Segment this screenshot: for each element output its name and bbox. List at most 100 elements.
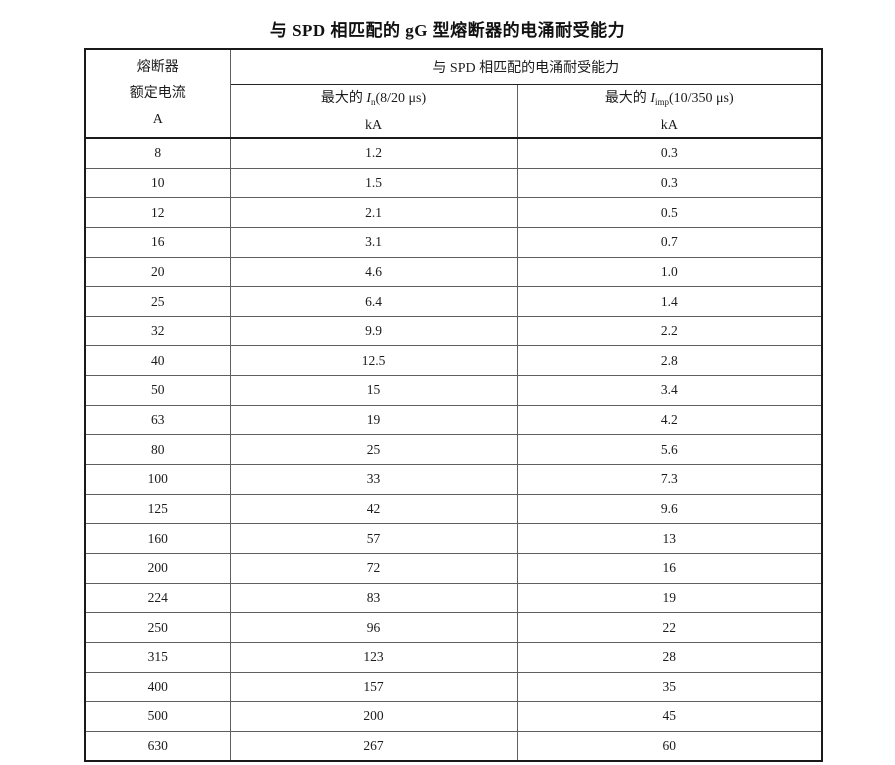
table-row: 63 19 4.2 <box>84 404 823 436</box>
header-surge-withstand-span: 与 SPD 相匹配的电涌耐受能力 <box>229 48 823 85</box>
cell-fuse-rated-current-A: 315 <box>84 641 231 673</box>
header-line-unit-A: A <box>152 111 163 127</box>
cell-fuse-rated-current-A: 12 <box>84 197 231 228</box>
cell-fuse-rated-current-A: 250 <box>84 612 231 643</box>
cell-fuse-rated-current-A: 50 <box>84 375 231 406</box>
cell-fuse-rated-current-A: 20 <box>84 256 231 288</box>
cell-max-In-kA: 1.2 <box>229 137 518 169</box>
cell-max-In-kA: 83 <box>229 582 518 614</box>
header-line-rated-current: 额定电流 <box>129 85 186 101</box>
cell-max-Iimp-kA: 1.4 <box>516 286 823 317</box>
header-max-Iimp: 最大的 Iimp(10/350 μs) kA <box>516 84 823 139</box>
cell-fuse-rated-current-A: 40 <box>84 345 231 377</box>
header-max-In-formula: 最大的 In(8/20 μs) <box>320 90 427 107</box>
cell-max-Iimp-kA: 45 <box>516 701 823 732</box>
table-row: 20 4.6 1.0 <box>84 256 823 288</box>
table-row: 10 1.5 0.3 <box>84 167 823 199</box>
cell-max-In-kA: 19 <box>229 404 518 436</box>
cell-fuse-rated-current-A: 630 <box>84 730 231 762</box>
cell-max-In-kA: 15 <box>229 375 518 406</box>
cell-max-In-kA: 33 <box>229 464 518 495</box>
table-row: 50 15 3.4 <box>84 375 823 406</box>
cell-max-Iimp-kA: 5.6 <box>516 434 823 466</box>
table-row: 200 72 16 <box>84 552 823 584</box>
cell-max-Iimp-kA: 35 <box>516 671 823 703</box>
cell-fuse-rated-current-A: 63 <box>84 404 231 436</box>
table-row: 500 200 45 <box>84 701 823 732</box>
cell-fuse-rated-current-A: 32 <box>84 315 231 347</box>
cell-max-Iimp-kA: 4.2 <box>516 404 823 436</box>
cell-max-In-kA: 3.1 <box>229 226 518 258</box>
cell-max-Iimp-kA: 1.0 <box>516 256 823 288</box>
header-max-In: 最大的 In(8/20 μs) kA <box>229 84 518 139</box>
table-body: 8 1.2 0.3 10 1.5 0.3 12 2.1 0.5 16 3.1 0.7 20 4.6 1.0 2… <box>84 137 823 762</box>
table-row: 40 12.5 2.8 <box>84 345 823 377</box>
cell-max-Iimp-kA: 0.3 <box>516 167 823 199</box>
cell-max-Iimp-kA: 0.3 <box>516 137 823 169</box>
cell-fuse-rated-current-A: 400 <box>84 671 231 703</box>
table-row: 224 83 19 <box>84 582 823 614</box>
header-max-In-unit: kA <box>364 117 383 133</box>
cell-fuse-rated-current-A: 100 <box>84 464 231 495</box>
cell-max-In-kA: 12.5 <box>229 345 518 377</box>
cell-fuse-rated-current-A: 125 <box>84 493 231 525</box>
cell-max-In-kA: 72 <box>229 552 518 584</box>
cell-fuse-rated-current-A: 200 <box>84 552 231 584</box>
cell-max-In-kA: 1.5 <box>229 167 518 199</box>
table-row: 125 42 9.6 <box>84 493 823 525</box>
cell-max-In-kA: 9.9 <box>229 315 518 347</box>
cell-fuse-rated-current-A: 80 <box>84 434 231 466</box>
cell-max-Iimp-kA: 60 <box>516 730 823 762</box>
cell-max-Iimp-kA: 2.8 <box>516 345 823 377</box>
cell-max-Iimp-kA: 13 <box>516 523 823 554</box>
header-max-Iimp-unit: kA <box>660 117 678 133</box>
header-row-sub: 最大的 In(8/20 μs) kA 最大的 Iimp(10/350 μs) k… <box>85 84 823 139</box>
table-row: 16 3.1 0.7 <box>84 226 823 258</box>
cell-max-In-kA: 200 <box>229 701 518 732</box>
cell-max-In-kA: 42 <box>229 493 518 525</box>
header-fuse-rated-current: 熔断器 额定电流 A <box>84 48 231 139</box>
cell-fuse-rated-current-A: 16 <box>84 226 231 258</box>
cell-fuse-rated-current-A: 8 <box>84 137 231 169</box>
header-max-Iimp-formula: 最大的 Iimp(10/350 μs) <box>604 90 734 107</box>
cell-max-Iimp-kA: 0.5 <box>516 197 823 228</box>
table-row: 400 157 35 <box>84 671 823 703</box>
table-row: 160 57 13 <box>84 523 823 554</box>
cell-max-Iimp-kA: 28 <box>516 641 823 673</box>
cell-max-Iimp-kA: 0.7 <box>516 226 823 258</box>
cell-max-Iimp-kA: 2.2 <box>516 315 823 347</box>
table-row: 100 33 7.3 <box>84 464 823 495</box>
cell-max-In-kA: 57 <box>229 523 518 554</box>
table-row: 80 25 5.6 <box>84 434 823 466</box>
cell-max-In-kA: 2.1 <box>229 197 518 228</box>
table-title: 与 SPD 相匹配的 gG 型熔断器的电涌耐受能力 <box>269 21 626 40</box>
table-row: 250 96 22 <box>84 612 823 643</box>
cell-fuse-rated-current-A: 500 <box>84 701 231 732</box>
cell-max-Iimp-kA: 3.4 <box>516 375 823 406</box>
cell-fuse-rated-current-A: 224 <box>84 582 231 614</box>
fuse-surge-capability-table: 熔断器 额定电流 A 与 SPD 相匹配的电涌耐受能力 最大的 In(8/20 … <box>84 48 823 763</box>
table-row: 32 9.9 2.2 <box>84 315 823 347</box>
cell-max-In-kA: 4.6 <box>229 256 518 288</box>
cell-max-Iimp-kA: 7.3 <box>516 464 823 495</box>
cell-max-Iimp-kA: 16 <box>516 552 823 584</box>
header-line-fuse: 熔断器 <box>136 59 179 75</box>
cell-fuse-rated-current-A: 160 <box>84 523 231 554</box>
cell-max-In-kA: 267 <box>229 730 518 762</box>
header-row-top: 熔断器 额定电流 A 与 SPD 相匹配的电涌耐受能力 <box>84 48 823 139</box>
table-row: 315 123 28 <box>84 641 823 673</box>
table-row: 12 2.1 0.5 <box>84 197 823 228</box>
cell-max-In-kA: 96 <box>229 612 518 643</box>
cell-fuse-rated-current-A: 25 <box>84 286 231 317</box>
cell-max-In-kA: 25 <box>229 434 518 466</box>
table-row: 630 267 60 <box>84 730 823 762</box>
table-row: 25 6.4 1.4 <box>84 286 823 317</box>
cell-max-Iimp-kA: 9.6 <box>516 493 823 525</box>
cell-max-Iimp-kA: 19 <box>516 582 823 614</box>
cell-fuse-rated-current-A: 10 <box>84 167 231 199</box>
cell-max-In-kA: 6.4 <box>229 286 518 317</box>
cell-max-In-kA: 157 <box>229 671 518 703</box>
cell-max-Iimp-kA: 22 <box>516 612 823 643</box>
cell-max-In-kA: 123 <box>229 641 518 673</box>
table-row: 8 1.2 0.3 <box>84 137 823 169</box>
